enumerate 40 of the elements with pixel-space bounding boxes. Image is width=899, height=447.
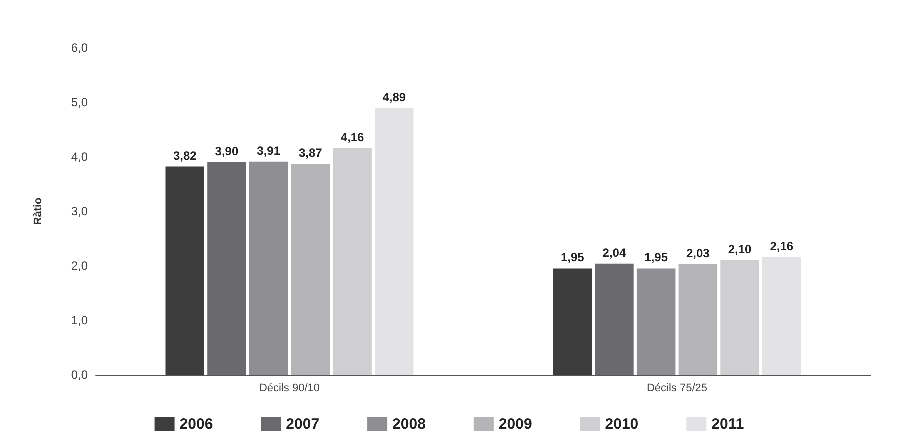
data-label: 2,03 xyxy=(686,246,710,260)
legend-label: 2007 xyxy=(286,416,320,433)
y-tick-label: 6,0 xyxy=(71,41,88,55)
data-label: 3,90 xyxy=(215,144,239,158)
data-label: 3,82 xyxy=(173,148,198,163)
legend-label: 2010 xyxy=(605,416,639,433)
legend-label: 2009 xyxy=(498,416,532,433)
y-axis-title: Ràtio xyxy=(32,197,44,226)
data-label: 2,10 xyxy=(728,242,752,257)
data-label: 4,89 xyxy=(382,90,406,104)
y-tick-label: 3,0 xyxy=(71,204,88,218)
bar xyxy=(249,162,288,375)
legend-label: 2011 xyxy=(712,416,744,433)
y-tick-label: 4,0 xyxy=(71,150,88,164)
y-tick-label: 1,0 xyxy=(71,314,88,328)
bar xyxy=(291,164,330,375)
y-tick-label: 0,0 xyxy=(71,368,88,382)
bar xyxy=(678,264,718,375)
bar xyxy=(595,264,634,375)
data-label: 1,95 xyxy=(560,250,585,265)
x-tick-label: Décils 90/10 xyxy=(259,382,320,394)
y-tick-label: 5,0 xyxy=(71,96,88,110)
bar xyxy=(720,260,760,375)
legend-label: 2008 xyxy=(392,416,426,433)
y-tick-label: 2,0 xyxy=(71,259,88,273)
bar xyxy=(166,166,204,375)
bar xyxy=(333,148,372,375)
data-label: 2,04 xyxy=(602,246,626,260)
bar xyxy=(208,162,246,375)
data-label: 3,91 xyxy=(257,144,281,158)
legend-label: 2006 xyxy=(180,416,214,433)
data-label: 3,87 xyxy=(298,146,323,160)
bar xyxy=(762,257,802,375)
x-tick-label: Décils 75/25 xyxy=(646,382,708,394)
data-label: 2,16 xyxy=(770,239,794,254)
bar xyxy=(553,268,592,375)
bar xyxy=(375,108,414,375)
data-label: 4,16 xyxy=(340,130,365,144)
bar xyxy=(636,268,676,375)
data-label: 1,95 xyxy=(644,250,668,265)
